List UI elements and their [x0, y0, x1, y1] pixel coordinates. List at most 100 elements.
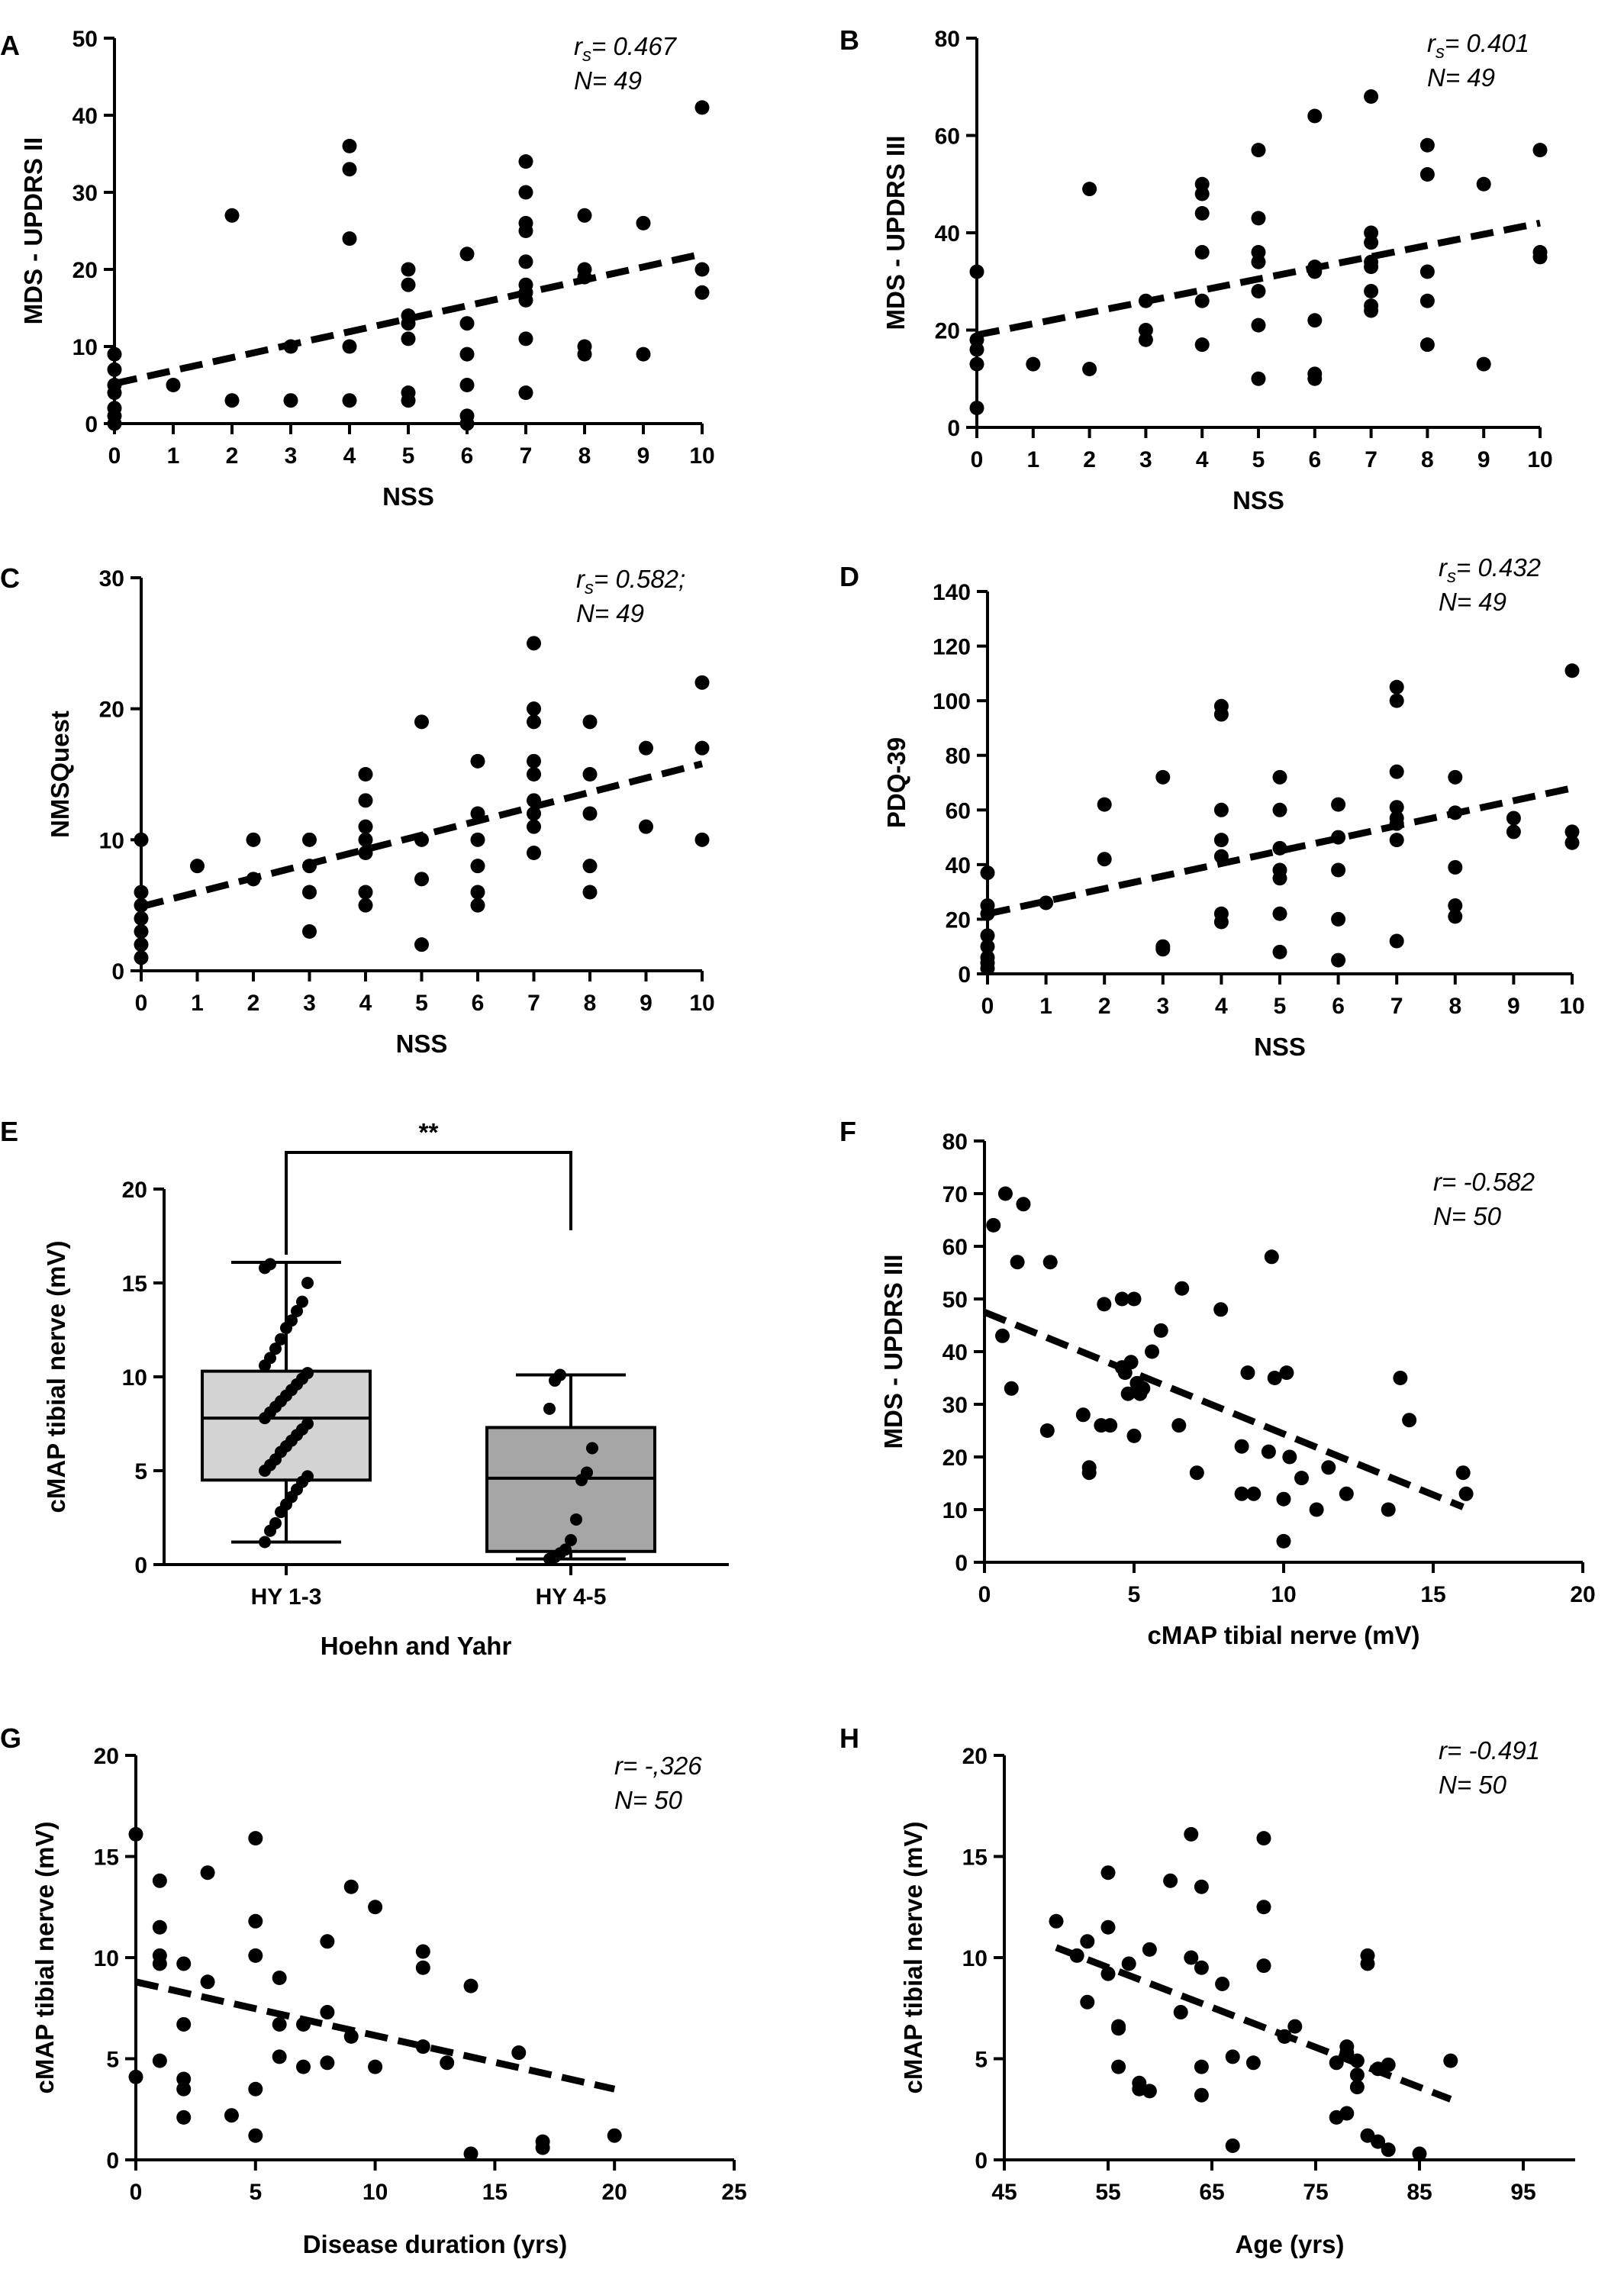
panel-f-y-tick-label: 40: [942, 1340, 968, 1365]
panel-g-data-point: [272, 2049, 287, 2064]
panel-g-x-tick-label: 0: [130, 2180, 143, 2205]
panel-d-x-tick-label: 0: [981, 994, 994, 1019]
panel-f-x-tick-label: 5: [1128, 1582, 1141, 1607]
panel-a-data-point: [107, 401, 122, 416]
panel-b-data-point: [969, 264, 984, 279]
panel-c-data-point: [302, 832, 317, 847]
panel-h-data-point: [1225, 2049, 1240, 2064]
panel-e-significance-bracket: [285, 1151, 572, 1255]
panel-h-data-point: [1100, 1966, 1116, 1981]
panel-a-data-point: [342, 231, 357, 247]
panel-h-data-point: [1256, 1831, 1271, 1846]
panel-b-y-tick-label: 20: [935, 319, 960, 344]
panel-f-n-label: N= 50: [1433, 1202, 1502, 1230]
panel-b-data-point: [1419, 167, 1435, 182]
panel-b-data-point: [1194, 293, 1210, 308]
panel-f-data-point: [1171, 1418, 1187, 1433]
panel-c-data-point: [134, 885, 149, 900]
panel-e-data-point: [586, 1442, 598, 1455]
panel-c-data-point: [470, 885, 485, 900]
panel-e-significance-label: **: [419, 1118, 439, 1146]
panel-a-x-tick-label: 6: [461, 443, 474, 469]
panel-g-x-tick-label: 20: [602, 2180, 627, 2205]
panel-e-data-point: [559, 1543, 572, 1556]
panel-a-x-tick-label: 5: [402, 443, 415, 469]
panel-a-data-point: [342, 339, 357, 354]
panel-b-data-point: [1307, 366, 1323, 382]
panel-b-data-point: [1194, 245, 1210, 259]
panel-c-data-point: [527, 701, 541, 717]
panel-a-data-point: [224, 208, 240, 223]
panel-g-x-tick-label: 15: [482, 2180, 508, 2205]
panel-h-data-point: [1121, 1956, 1136, 1971]
panel-e-data-point: [301, 1367, 314, 1380]
panel-d-x-tick-label: 1: [1039, 994, 1052, 1019]
panel-f-data-point: [1103, 1418, 1118, 1433]
panel-h-n-label: N= 50: [1439, 1771, 1507, 1799]
panel-c-x-tick-label: 0: [135, 991, 148, 1016]
panel-h-data-point: [1194, 1960, 1209, 1975]
panel-c-data-point: [414, 937, 429, 952]
panel-g-data-point: [152, 1956, 167, 1971]
panel-f-data-point: [1123, 1355, 1139, 1370]
panel-h-data-point: [1184, 1950, 1199, 1965]
panel-h-x-tick-label: 85: [1406, 2180, 1432, 2205]
panel-d-x-tick-label: 9: [1507, 994, 1520, 1019]
panel-d-data-point: [1272, 944, 1287, 959]
panel-g-data-point: [320, 2005, 335, 2020]
panel-f-data-point: [1136, 1381, 1151, 1396]
panel-c-data-point: [470, 753, 485, 769]
panel-c-data-point: [582, 714, 598, 730]
panel-d-data-point: [1272, 769, 1287, 785]
panel-a-y-tick-label: 10: [72, 335, 98, 360]
panel-a-data-point: [283, 393, 298, 408]
panel-a-data-point: [459, 346, 475, 362]
panel-d-data-point: [1331, 862, 1346, 878]
panel-f-y-tick-label: 70: [942, 1182, 968, 1207]
panel-g-data-point: [368, 2059, 383, 2074]
panel-a-data-point: [401, 277, 416, 292]
panel-f-data-point: [1039, 1423, 1055, 1438]
panel-h-data-point: [1287, 2019, 1303, 2034]
panel-e-data-point: [285, 1314, 298, 1327]
panel-e-y-tick-label: 20: [122, 1178, 147, 1203]
panel-e-letter: E: [0, 1116, 18, 1147]
panel-c-data-point: [358, 767, 373, 782]
panel-c-x-tick-label: 10: [689, 991, 714, 1016]
panel-g-data-point: [440, 2055, 455, 2071]
panel-h-data-point: [1111, 2021, 1126, 2036]
panel-d-y-tick-label: 80: [946, 744, 971, 769]
panel-g-data-point: [128, 2069, 143, 2084]
panel-c-data-point: [134, 911, 149, 926]
panel-d-data-point: [1213, 802, 1229, 817]
panel-f-data-point: [1234, 1486, 1249, 1501]
panel-a-y-tick-label: 40: [72, 104, 98, 129]
panel-d-data-point: [1448, 769, 1463, 785]
panel-c-data-point: [639, 740, 653, 756]
panel-f-data-point: [995, 1328, 1010, 1343]
panel-d-data-point: [1506, 811, 1521, 826]
panel-b-y-tick-label: 60: [935, 124, 960, 150]
panel-d-data-point: [980, 865, 995, 881]
panel-b-data-point: [1082, 362, 1097, 376]
panel-c-data-point: [414, 714, 429, 730]
panel-g-data-point: [176, 2109, 192, 2125]
panel-f-x-axis-title: cMAP tibial nerve (mV): [1148, 1621, 1420, 1649]
panel-f-data-point: [1458, 1486, 1474, 1501]
panel-d-data-point: [1155, 939, 1171, 954]
panel-e-data-point: [565, 1534, 577, 1547]
panel-c-data-point: [470, 859, 485, 874]
panel-c-data-point: [639, 819, 653, 834]
panel-c-data-point: [694, 832, 710, 847]
panel-c-correlation-label: rs= 0.582;: [576, 565, 685, 598]
panel-d-data-point: [980, 928, 995, 943]
panel-e-x-axis-title: Hoehn and Yahr: [321, 1632, 512, 1660]
panel-c-data-point: [582, 885, 598, 900]
panel-b-data-point: [1251, 371, 1266, 386]
panel-d-data-point: [1389, 933, 1404, 949]
panel-f-trend-line: [983, 1309, 1464, 1510]
panel-f-data-point: [1294, 1471, 1310, 1486]
panel-d-y-tick-label: 20: [946, 907, 971, 933]
panel-d-data-point: [1389, 833, 1404, 848]
panel-g-data-point: [176, 2071, 192, 2087]
